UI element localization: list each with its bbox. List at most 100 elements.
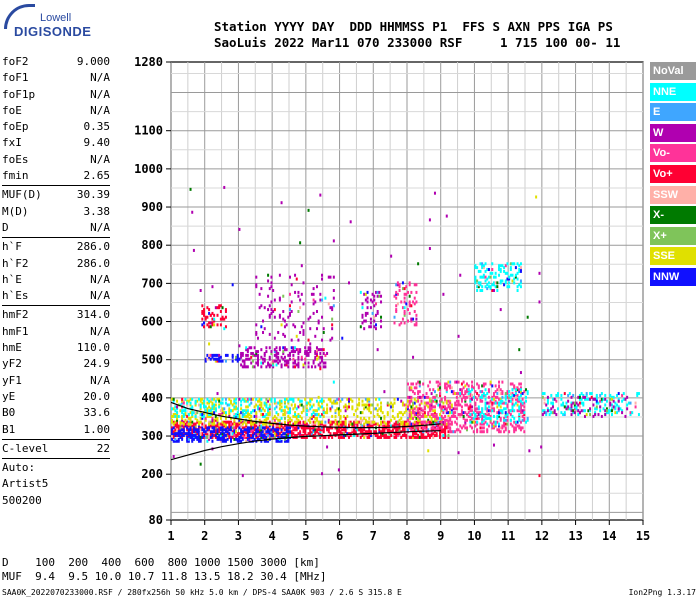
echo-point [439,399,442,403]
echo-point [418,426,421,430]
echo-point [302,426,305,430]
echo-point [474,424,477,428]
echo-point [267,409,270,413]
echo-point [208,353,211,357]
echo-point [425,428,428,432]
echo-point [380,401,383,405]
echo-point [181,428,184,432]
echo-point [348,420,350,424]
echo-point [299,434,302,438]
echo-point [378,290,381,294]
echo-point [452,414,455,418]
echo-point [309,348,312,352]
echo-point [282,426,285,430]
echo-point [489,416,492,420]
echo-point [191,405,194,409]
echo-point [482,273,485,277]
echo-point [270,435,273,439]
echo-point [326,426,329,430]
echo-point [186,426,189,430]
echo-point [219,416,222,420]
echo-point [206,315,209,319]
echo-point [304,428,307,432]
echo-point [199,437,202,441]
echo-point [218,357,221,361]
echo-point [408,401,411,405]
echo-point [322,351,325,355]
param-value: 24.9 [83,357,111,371]
echo-point [599,409,602,413]
echo-point [280,435,283,439]
echo-point [466,418,468,422]
echo-point [226,353,229,357]
echo-point [265,403,268,407]
echo-point [487,401,490,405]
echo-point [336,426,339,430]
echo-point [315,416,318,420]
echo-point [194,426,197,430]
echo-point [294,413,297,417]
echo-point [482,430,485,434]
echo-point [184,418,187,422]
echo-point [208,437,211,441]
echo-point [211,321,214,325]
echo-point [277,361,280,365]
echo-point [418,420,421,424]
echo-point [245,422,248,426]
echo-point [295,363,298,367]
param-value: 2.65 [83,169,111,183]
y-tick-label: 400 [141,391,163,405]
echo-point [337,422,340,426]
echo-point [255,353,258,357]
echo-point [331,323,334,327]
echo-point [208,426,211,430]
echo-point [605,407,608,411]
echo-point [410,388,413,392]
echo-point [319,298,322,302]
echo-point [304,422,307,426]
echo-point [469,424,472,428]
echo-point [314,416,317,420]
echo-point [223,432,226,436]
echo-point [224,420,227,424]
param-label: B1 [2,422,16,436]
echo-point [418,413,421,417]
echo-point [433,428,436,432]
echo-point [501,424,504,428]
echo-point [305,422,308,426]
echo-point [521,392,524,396]
echo-point [273,353,276,357]
echo-point [487,395,490,399]
echo-point [250,420,253,424]
echo-point [378,397,381,401]
echo-point [282,432,285,436]
echo-point [181,420,184,424]
echo-point [499,392,502,396]
echo-point [268,407,271,411]
echo-point [479,426,482,430]
echo-point [380,435,383,439]
echo-point [315,428,318,432]
echo-point [327,435,330,439]
echo-point [262,361,265,365]
echo-point [617,392,620,396]
echo-point [319,399,322,403]
echo-point [371,311,374,315]
echo-point [425,430,428,434]
echo-point [474,390,477,394]
echo-point [433,434,436,438]
echo-point [511,388,514,392]
echo-point [459,424,462,428]
echo-point [218,306,221,310]
echo-point [412,407,415,411]
footer-info: SAA0K_2022070233000.RSF / 280fx256h 50 k… [2,588,402,597]
echo-point [265,418,268,422]
echo-point [209,399,212,403]
echo-point [290,397,293,401]
echo-point [177,434,180,438]
echo-point [192,428,195,432]
echo-point [599,393,602,397]
legend-item: NNE [650,82,696,101]
echo-point [439,416,442,420]
